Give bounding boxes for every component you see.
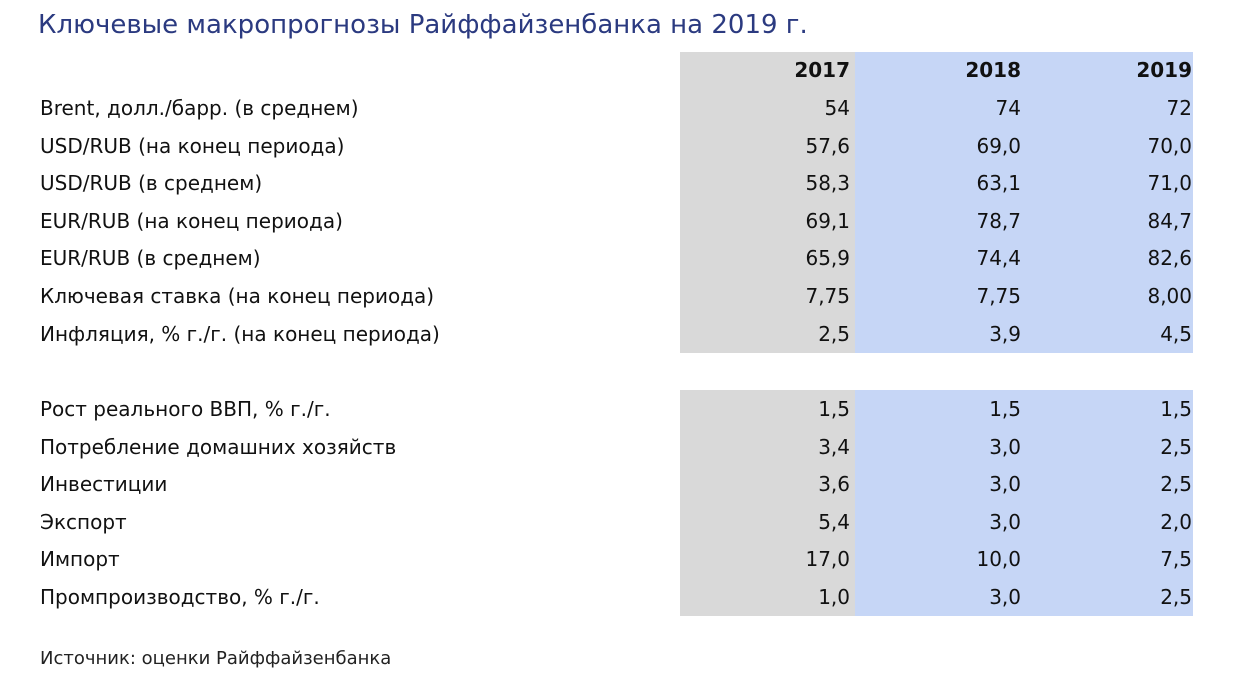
cell-value: 3,0 (989, 472, 1021, 497)
row-label: Рост реального ВВП, % г./г. (40, 397, 331, 421)
cell-value: 2,5 (1160, 585, 1192, 609)
cell-value: 84,7 (1147, 208, 1192, 233)
column-header: 2019 (1136, 58, 1192, 82)
cell-value: 7,75 (976, 284, 1021, 308)
cell-value: 8,00 (1147, 284, 1192, 308)
row-label: USD/RUB (на конец периода) (40, 133, 345, 158)
row-label: Инвестиции (40, 472, 168, 497)
column-header: 2017 (794, 58, 850, 82)
cell-value: 3,4 (818, 434, 850, 459)
cell-value: 3,0 (989, 434, 1021, 459)
band-blue (855, 390, 1193, 616)
cell-value: 7,75 (805, 284, 850, 308)
cell-value: 2,5 (1160, 472, 1192, 497)
cell-value: 58,3 (805, 171, 850, 196)
cell-value: 2,5 (818, 321, 850, 346)
cell-value: 54 (824, 96, 850, 120)
row-label: Импорт (40, 547, 120, 572)
title: Ключевые макропрогнозы Райффайзенбанка н… (38, 10, 808, 40)
cell-value: 4,5 (1160, 321, 1192, 346)
cell-value: 69,0 (976, 133, 1021, 158)
cell-value: 1,0 (818, 585, 850, 609)
row-label: Экспорт (40, 509, 127, 534)
cell-value: 3,9 (989, 321, 1021, 346)
cell-value: 70,0 (1147, 133, 1192, 158)
band-blue (855, 52, 1193, 353)
cell-value: 78,7 (976, 208, 1021, 233)
row-label: Brent, долл./барр. (в среднем) (40, 96, 359, 120)
cell-value: 3,0 (989, 585, 1021, 609)
band-gray (680, 52, 855, 353)
cell-value: 71,0 (1147, 171, 1192, 196)
cell-value: 10,0 (976, 547, 1021, 572)
cell-value: 72 (1166, 96, 1192, 120)
cell-value: 5,4 (818, 509, 850, 534)
cell-value: 17,0 (805, 547, 850, 572)
cell-value: 74,4 (976, 246, 1021, 271)
cell-value: 3,0 (989, 509, 1021, 534)
cell-value: 63,1 (976, 171, 1021, 196)
band-gray (680, 390, 855, 616)
source: Источник: оценки Райффайзенбанка (40, 648, 392, 669)
cell-value: 7,5 (1160, 547, 1192, 572)
cell-value: 2,5 (1160, 434, 1192, 459)
cell-value: 82,6 (1147, 246, 1192, 271)
cell-value: 1,5 (1160, 397, 1192, 421)
cell-value: 1,5 (989, 397, 1021, 421)
cell-value: 69,1 (805, 208, 850, 233)
column-header: 2018 (965, 58, 1021, 82)
cell-value: 65,9 (805, 246, 850, 271)
cell-value: 57,6 (805, 133, 850, 158)
row-label: EUR/RUB (в среднем) (40, 246, 261, 271)
cell-value: 2,0 (1160, 509, 1192, 534)
cell-value: 1,5 (818, 397, 850, 421)
row-label: EUR/RUB (на конец периода) (40, 208, 343, 233)
row-label: Инфляция, % г./г. (на конец периода) (40, 321, 440, 346)
row-label: USD/RUB (в среднем) (40, 171, 263, 196)
cell-value: 3,6 (818, 472, 850, 497)
row-label: Потребление домашних хозяйств (40, 434, 397, 459)
row-label: Промпроизводство, % г./г. (40, 585, 320, 609)
cell-value: 74 (995, 96, 1021, 120)
row-label: Ключевая ставка (на конец периода) (40, 284, 435, 308)
